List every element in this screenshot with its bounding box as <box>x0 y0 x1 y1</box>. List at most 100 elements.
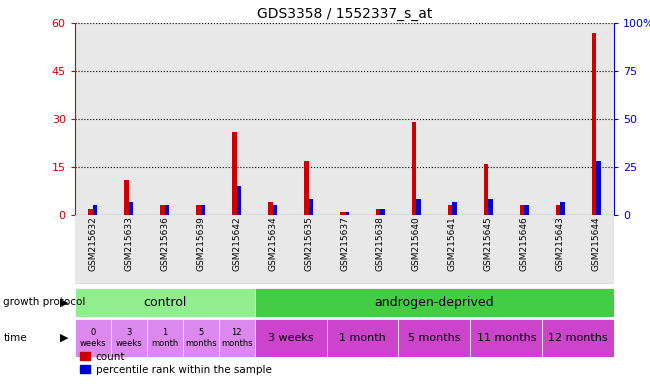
Bar <box>232 132 237 215</box>
Bar <box>471 319 542 357</box>
Text: androgen-deprived: androgen-deprived <box>374 296 494 309</box>
Bar <box>75 319 110 357</box>
Bar <box>291 23 326 215</box>
Bar <box>272 205 277 215</box>
Bar <box>268 202 272 215</box>
Text: ▶: ▶ <box>60 333 68 343</box>
Bar <box>291 215 326 284</box>
Text: GSM215643: GSM215643 <box>556 217 565 271</box>
Bar <box>398 23 434 215</box>
Bar <box>542 319 614 357</box>
Bar <box>161 205 164 215</box>
Bar <box>484 164 488 215</box>
Bar <box>363 215 398 284</box>
Bar <box>471 23 506 215</box>
Text: GSM215644: GSM215644 <box>592 217 601 271</box>
Bar <box>525 205 528 215</box>
Bar <box>75 288 255 317</box>
Bar <box>147 215 183 284</box>
Title: GDS3358 / 1552337_s_at: GDS3358 / 1552337_s_at <box>257 7 432 21</box>
Bar <box>340 212 344 215</box>
Bar <box>196 205 201 215</box>
Bar <box>434 215 471 284</box>
Text: growth protocol: growth protocol <box>3 297 86 308</box>
Bar <box>255 319 326 357</box>
Bar <box>183 319 218 357</box>
Text: GSM215640: GSM215640 <box>412 217 421 271</box>
Text: GSM215639: GSM215639 <box>196 217 205 271</box>
Bar <box>488 199 493 215</box>
Bar <box>471 215 506 284</box>
Bar <box>506 23 542 215</box>
Text: ▶: ▶ <box>60 297 68 308</box>
Bar <box>448 205 452 215</box>
Bar <box>88 209 93 215</box>
Bar <box>376 209 380 215</box>
Bar <box>147 319 183 357</box>
Bar <box>218 23 255 215</box>
Text: time: time <box>3 333 27 343</box>
Text: GSM215636: GSM215636 <box>160 217 169 271</box>
Bar <box>183 23 218 215</box>
Bar <box>560 202 565 215</box>
Bar <box>520 205 525 215</box>
Bar <box>218 215 255 284</box>
Bar <box>201 205 205 215</box>
Text: 0
weeks: 0 weeks <box>79 328 106 348</box>
Text: GSM215645: GSM215645 <box>484 217 493 271</box>
Bar <box>111 23 147 215</box>
Bar <box>309 199 313 215</box>
Bar <box>255 23 291 215</box>
Bar <box>237 186 241 215</box>
Bar <box>578 23 614 215</box>
Bar <box>304 161 309 215</box>
Bar <box>506 215 542 284</box>
Bar <box>129 202 133 215</box>
Bar <box>398 215 434 284</box>
Bar <box>452 202 457 215</box>
Text: 12
months: 12 months <box>221 328 252 348</box>
Bar <box>344 212 349 215</box>
Text: control: control <box>143 296 187 309</box>
Text: GSM215637: GSM215637 <box>340 217 349 271</box>
Bar <box>111 319 147 357</box>
Text: 5
months: 5 months <box>185 328 216 348</box>
Bar <box>255 288 614 317</box>
Bar <box>380 209 385 215</box>
Text: GSM215641: GSM215641 <box>448 217 457 271</box>
Bar <box>578 215 614 284</box>
Bar <box>592 33 596 215</box>
Text: GSM215634: GSM215634 <box>268 217 277 271</box>
Bar <box>124 180 129 215</box>
Text: 3 weeks: 3 weeks <box>268 333 313 343</box>
Bar <box>326 215 363 284</box>
Text: GSM215632: GSM215632 <box>88 217 98 271</box>
Text: 12 months: 12 months <box>549 333 608 343</box>
Bar <box>326 23 363 215</box>
Bar <box>326 319 398 357</box>
Text: GSM215638: GSM215638 <box>376 217 385 271</box>
Bar <box>147 23 183 215</box>
Bar <box>556 205 560 215</box>
Bar <box>93 205 97 215</box>
Bar <box>412 122 417 215</box>
Bar <box>255 215 291 284</box>
Text: GSM215642: GSM215642 <box>232 217 241 271</box>
Text: GSM215635: GSM215635 <box>304 217 313 271</box>
Bar <box>75 23 110 215</box>
Text: GSM215646: GSM215646 <box>520 217 529 271</box>
Bar <box>542 215 578 284</box>
Text: 1 month: 1 month <box>339 333 386 343</box>
Bar <box>218 319 255 357</box>
Text: 5 months: 5 months <box>408 333 461 343</box>
Text: GSM215633: GSM215633 <box>124 217 133 271</box>
Bar <box>75 215 110 284</box>
Bar <box>596 161 601 215</box>
Bar <box>363 23 398 215</box>
Bar <box>398 319 471 357</box>
Legend: count, percentile rank within the sample: count, percentile rank within the sample <box>80 352 272 375</box>
Text: 3
weeks: 3 weeks <box>116 328 142 348</box>
Bar <box>111 215 147 284</box>
Text: 11 months: 11 months <box>476 333 536 343</box>
Bar <box>434 23 471 215</box>
